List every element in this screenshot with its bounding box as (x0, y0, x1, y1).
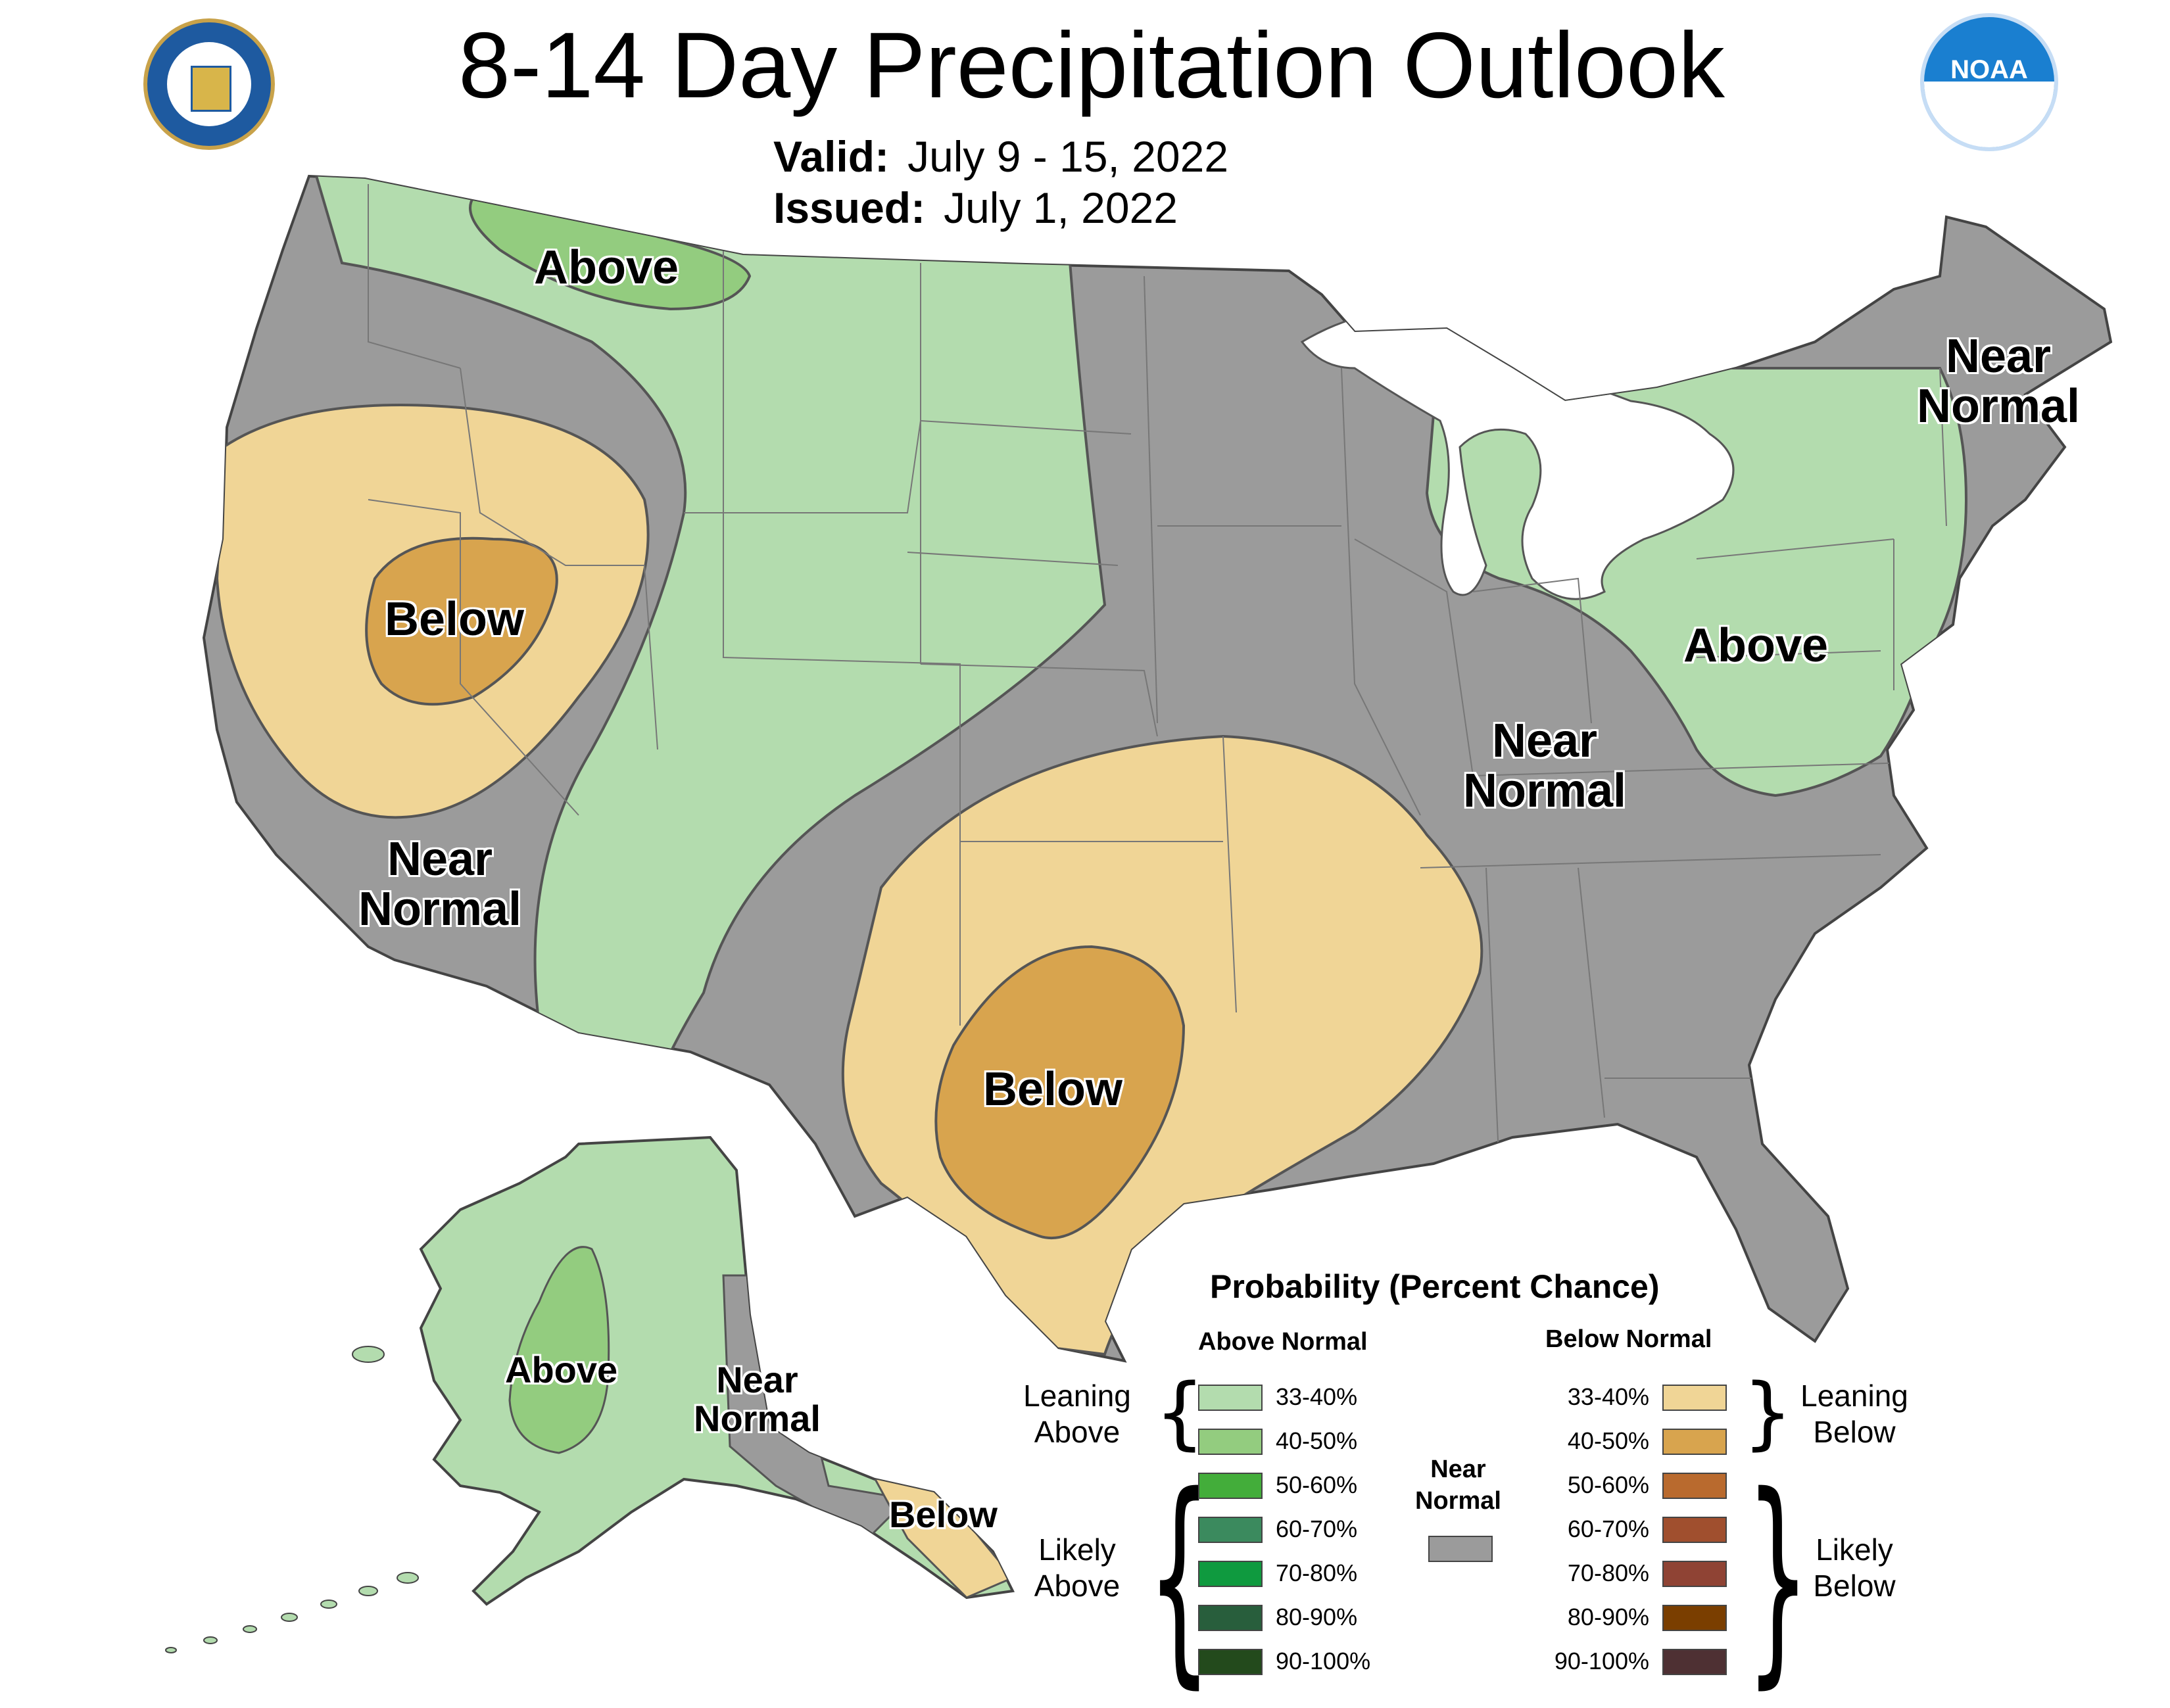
commerce-seal-icon (143, 18, 275, 150)
conus-region (202, 174, 2113, 1363)
noaa-logo-icon: NOAA (1920, 13, 2058, 151)
legend-leaning-above: Leaning Above (1023, 1379, 1131, 1450)
label-alaska-above: Above (505, 1349, 618, 1390)
legend-above-header: Above Normal (1198, 1328, 1368, 1356)
label-great-basin-below: Below (385, 593, 525, 646)
legend-above-label-6: 90-100% (1276, 1648, 1371, 1674)
legend-below-label-0: 33-40% (1567, 1383, 1649, 1410)
legend-above-swatch-6 (1198, 1649, 1263, 1675)
legend-above-swatch-2 (1198, 1473, 1263, 1499)
legend-above-label-2: 50-60% (1276, 1471, 1358, 1498)
legend-below-swatch-6 (1662, 1649, 1727, 1675)
legend-below-label-5: 80-90% (1567, 1603, 1649, 1630)
legend-above-label-0: 33-40% (1276, 1383, 1358, 1410)
issued-date: Issued: July 1, 2022 (773, 183, 1178, 233)
issued-label: Issued: (773, 183, 926, 232)
label-texas-below: Below (983, 1063, 1123, 1116)
legend-above-swatch-1 (1198, 1429, 1263, 1455)
label-southwest-near-normal: Near Normal (358, 833, 522, 936)
legend-below-label-1: 40-50% (1567, 1427, 1649, 1454)
legend-above-label-3: 60-70% (1276, 1515, 1358, 1542)
legend-above-label-5: 80-90% (1276, 1603, 1358, 1630)
legend-below-label-4: 70-80% (1567, 1559, 1649, 1586)
label-midwest-near-normal: Near Normal (1463, 715, 1627, 817)
legend-near-swatch (1428, 1536, 1493, 1562)
alaska-above-40-50 (508, 1246, 610, 1454)
legend-title: Probability (Percent Chance) (1210, 1268, 1660, 1305)
state-boundaries (368, 184, 1947, 1171)
legend-above-label-1: 40-50% (1276, 1427, 1358, 1454)
valid-label: Valid: (773, 132, 890, 181)
brace-likely-below: } (1746, 1448, 1810, 1708)
legend-above-swatch-0 (1198, 1385, 1263, 1411)
label-north-rockies-above: Above (534, 241, 679, 294)
legend-above-label-4: 70-80% (1276, 1559, 1358, 1586)
brace-leaning-below: } (1743, 1367, 1793, 1459)
valid-dates: Valid: July 9 - 15, 2022 (773, 131, 1228, 181)
page-title: 8-14 Day Precipitation Outlook (458, 13, 1725, 118)
aleutian-islands (165, 1346, 419, 1653)
valid-value: July 9 - 15, 2022 (907, 132, 1229, 181)
label-mid-atlantic-above: Above (1683, 619, 1829, 672)
below-40-50-texas (934, 945, 1186, 1240)
legend-below-label-6: 90-100% (1554, 1648, 1649, 1674)
label-northeast-near-normal: Near Normal (1917, 330, 2081, 433)
below-40-50-nevada (365, 536, 558, 706)
legend-below-swatch-4 (1662, 1561, 1727, 1587)
legend-near-header: Near Normal (1415, 1456, 1501, 1515)
label-alaska-near-normal: Near Normal (694, 1359, 821, 1439)
legend-below-swatch-2 (1662, 1473, 1727, 1499)
legend-below-label-3: 60-70% (1567, 1515, 1649, 1542)
legend-below-swatch-1 (1662, 1429, 1727, 1455)
legend-likely-below: Likely Below (1813, 1532, 1896, 1603)
legend-below-swatch-0 (1662, 1385, 1727, 1411)
label-alaska-panhandle-below: Below (889, 1494, 998, 1535)
legend-above-swatch-4 (1198, 1561, 1263, 1587)
alaska-region (165, 1135, 1015, 1653)
noaa-logo-text: NOAA (1950, 55, 2028, 84)
legend-likely-above: Likely Above (1034, 1532, 1121, 1603)
legend-above-swatch-3 (1198, 1517, 1263, 1543)
brace-leaning-above: { (1155, 1367, 1205, 1459)
legend-above-swatch-5 (1198, 1605, 1263, 1631)
issued-value: July 1, 2022 (944, 183, 1178, 232)
legend-below-label-2: 50-60% (1567, 1471, 1649, 1498)
legend-below-swatch-5 (1662, 1605, 1727, 1631)
legend-leaning-below: Leaning Below (1800, 1379, 1908, 1450)
legend-below-header: Below Normal (1545, 1325, 1712, 1353)
legend-below-swatch-3 (1662, 1517, 1727, 1543)
